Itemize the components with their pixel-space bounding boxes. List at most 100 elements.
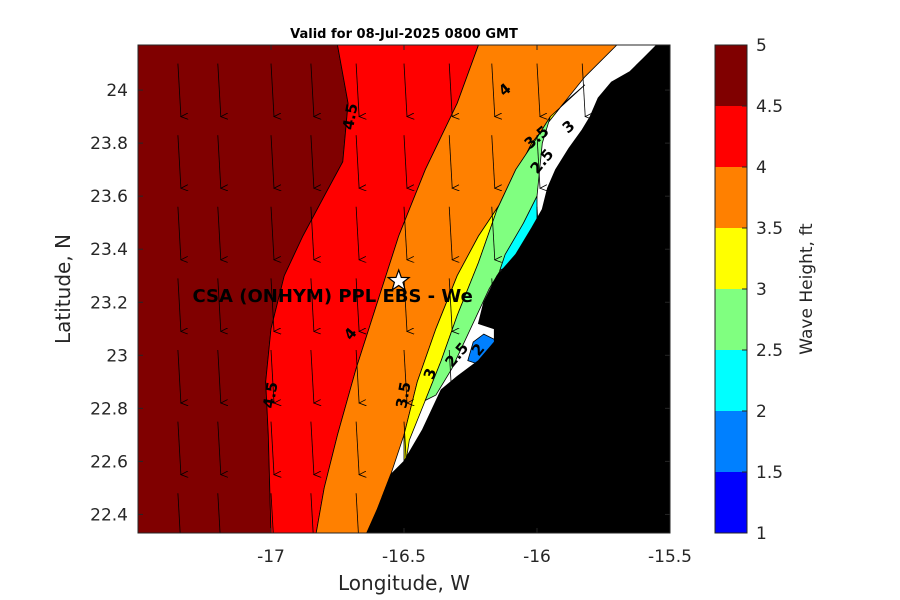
wind-arrow <box>217 135 221 188</box>
wind-arrow <box>177 278 181 331</box>
land-mass <box>366 45 670 533</box>
wind-arrow <box>403 206 407 260</box>
colorbar-swatch <box>715 167 747 228</box>
wind-arrows <box>177 63 585 533</box>
wind-arrow <box>310 135 314 188</box>
wind-arrow <box>403 493 407 533</box>
wind-arrow <box>270 421 274 475</box>
wind-arrow <box>403 421 407 475</box>
x-tick-label: -15.5 <box>648 547 692 567</box>
colorbar-swatch <box>715 106 747 167</box>
wind-arrow <box>310 278 314 331</box>
colorbar-swatch <box>715 289 747 350</box>
wind-arrow <box>270 278 274 331</box>
contour-label: 4.5 <box>339 102 361 131</box>
y-tick-label: 23 <box>106 346 128 366</box>
x-tick-label: -17 <box>257 547 285 567</box>
colorbar-tick-label: 4 <box>756 158 767 178</box>
colorbar-tick-label: 2.5 <box>756 341 783 361</box>
wind-arrow <box>177 135 181 188</box>
wind-arrow <box>217 63 221 117</box>
wind-arrow <box>536 135 540 188</box>
wind-arrow <box>491 278 495 331</box>
wind-arrow <box>448 493 452 533</box>
wind-arrow <box>581 135 585 188</box>
colorbar-swatch <box>715 45 747 106</box>
wind-arrow <box>177 206 181 260</box>
contour-label: 3.5 <box>392 380 414 409</box>
contour-label: 4.5 <box>259 380 281 409</box>
wind-arrow <box>355 493 359 533</box>
wind-arrow <box>581 349 585 403</box>
y-tick-label: 23.6 <box>90 187 128 207</box>
wind-arrow <box>403 135 407 188</box>
wind-arrow <box>355 349 359 403</box>
colorbar-swatch <box>715 411 747 472</box>
wind-arrow <box>536 349 540 403</box>
land-polygon <box>366 45 670 533</box>
wind-arrow <box>581 206 585 260</box>
colorbar-tick-label: 3 <box>756 280 767 300</box>
wind-arrow <box>448 206 452 260</box>
station-label: CSA (ONHYM) PPL EBS - We <box>193 286 473 307</box>
plot-frame <box>137 44 671 534</box>
x-tick-label: -16 <box>523 547 551 567</box>
wind-arrow <box>491 135 495 188</box>
wind-arrow <box>355 278 359 331</box>
wind-arrow <box>491 349 495 403</box>
colorbar-label: Wave Height, ft <box>797 223 817 355</box>
colorbar-tick-label: 3.5 <box>756 219 783 239</box>
x-axis-label: Longitude, W <box>338 571 470 595</box>
y-tick-label: 22.6 <box>90 452 128 472</box>
y-axis-ticks: 22.4 22.6 22.8 23 23.2 23.4 23.6 23.8 24 <box>90 81 670 525</box>
wind-arrow <box>270 493 274 533</box>
wind-arrow <box>310 206 314 260</box>
colorbar-tick-label: 4.5 <box>756 97 783 117</box>
wind-arrow <box>491 63 495 117</box>
wind-arrow <box>536 421 540 475</box>
chart-title: Valid for 08-Jul-2025 0800 GMT <box>290 27 518 42</box>
colorbar-tick-label: 5 <box>756 36 767 56</box>
wind-arrow <box>177 63 181 117</box>
station-star-icon <box>386 268 411 292</box>
wind-arrow <box>177 493 181 533</box>
wind-arrow <box>270 206 274 260</box>
wind-arrow <box>448 278 452 331</box>
wind-arrow <box>536 63 540 117</box>
colorbar-tick-label: 1 <box>756 524 767 544</box>
wind-arrow <box>355 421 359 475</box>
wind-arrow <box>581 421 585 475</box>
wind-arrow <box>581 493 585 533</box>
colorbar-ticks: 1 1.5 2 2.5 3 3.5 4 4.5 5 <box>742 36 783 544</box>
wind-arrow <box>491 206 495 260</box>
y-tick-label: 24 <box>106 81 128 101</box>
wind-arrow <box>491 493 495 533</box>
y-axis-label: Latitude, N <box>51 234 75 344</box>
wind-arrow <box>217 421 221 475</box>
wind-arrow <box>310 349 314 403</box>
wind-arrow <box>448 63 452 117</box>
wind-arrow <box>491 421 495 475</box>
wind-arrow <box>177 349 181 403</box>
station-marker-group: CSA (ONHYM) PPL EBS - We <box>193 268 473 307</box>
wind-arrow <box>403 63 407 117</box>
wind-arrow <box>270 135 274 188</box>
y-tick-label: 22.8 <box>90 399 128 419</box>
wind-arrow <box>310 63 314 117</box>
wind-arrow <box>403 349 407 403</box>
colorbar-tick-label: 2 <box>756 402 767 422</box>
y-tick-label: 23.4 <box>90 240 128 260</box>
wind-arrow <box>217 278 221 331</box>
colorbar-swatch <box>715 472 747 533</box>
wind-arrow <box>310 493 314 533</box>
y-tick-label: 22.4 <box>90 505 128 525</box>
wind-arrow <box>270 63 274 117</box>
wind-arrow <box>355 135 359 188</box>
y-tick-label: 23.2 <box>90 293 128 313</box>
wind-arrow <box>536 493 540 533</box>
colorbar-tick-label: 1.5 <box>756 463 783 483</box>
wind-arrow <box>581 278 585 331</box>
colorbar-swatch <box>715 228 747 289</box>
x-tick-label: -16.5 <box>382 547 426 567</box>
